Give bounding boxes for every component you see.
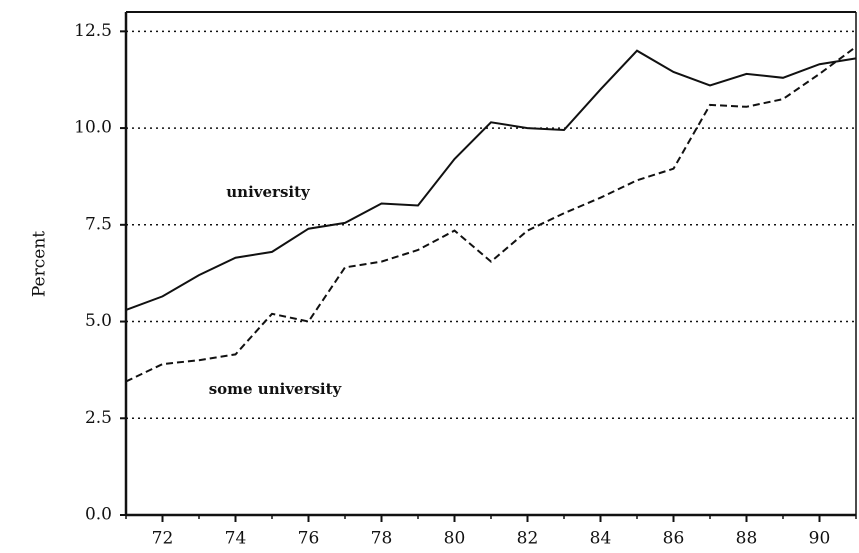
- series-line: [125, 45, 857, 383]
- x-tick-label: 78: [371, 529, 393, 549]
- x-tick-label: 88: [736, 529, 758, 549]
- x-tick-label: 72: [152, 529, 174, 549]
- series-annotation: university: [226, 183, 311, 201]
- x-tick-label: 84: [590, 529, 612, 549]
- x-tick-label: 90: [809, 529, 831, 549]
- y-tick-label: 0.0: [85, 505, 112, 525]
- y-tick-label: 2.5: [85, 408, 112, 428]
- series-line: [125, 49, 857, 311]
- x-tick-label: 86: [663, 529, 685, 549]
- series-annotation: some university: [209, 380, 343, 398]
- y-tick-label: 5.0: [85, 311, 112, 331]
- x-tick-label: 74: [225, 529, 247, 549]
- y-tick-label: 10.0: [74, 118, 112, 138]
- y-tick-label: 12.5: [74, 21, 112, 41]
- x-tick-label: 80: [444, 529, 466, 549]
- x-tick-label: 82: [517, 529, 539, 549]
- x-tick-label: 76: [298, 529, 320, 549]
- y-axis-label: Percent: [30, 231, 50, 297]
- y-tick-label: 7.5: [85, 214, 112, 234]
